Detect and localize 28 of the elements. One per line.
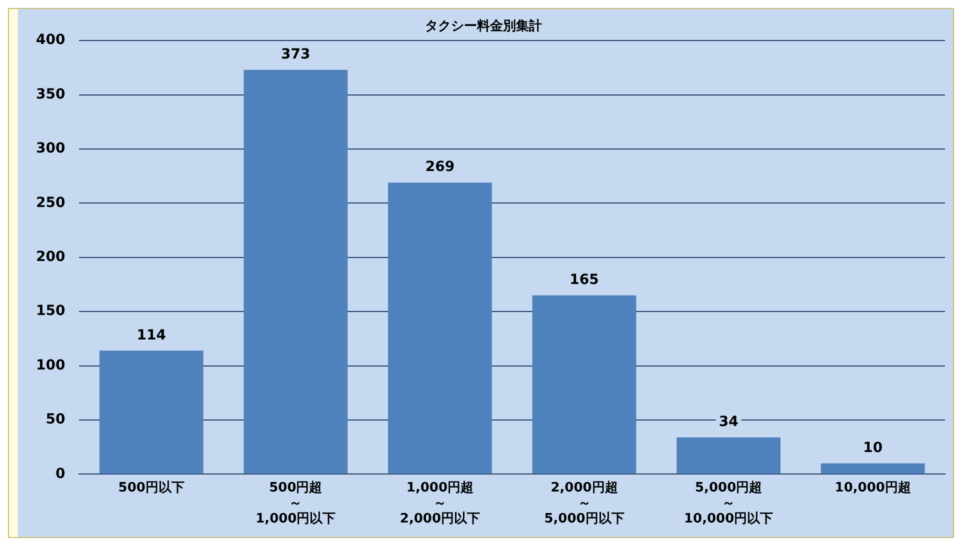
bar [244, 70, 348, 474]
x-tick-label: 10,000円超 [834, 480, 911, 496]
bar [676, 437, 781, 474]
x-tick-label: 2,000円超～5,000円以下 [544, 480, 624, 527]
y-tick-label: 300 [36, 140, 66, 157]
y-tick-label: 250 [36, 194, 66, 211]
x-tick-label: 500円超～1,000円以下 [256, 480, 336, 527]
y-tick-label: 100 [36, 357, 66, 374]
x-tick-label: 5,000円超～10,000円以下 [684, 480, 774, 527]
y-tick-label: 350 [36, 86, 66, 102]
y-tick-label: 0 [55, 466, 66, 482]
x-tick-label: 500円以下 [118, 480, 184, 496]
bar [388, 182, 492, 474]
y-tick-label: 400 [36, 32, 66, 48]
data-label: 165 [570, 272, 599, 288]
bar [532, 295, 636, 474]
x-tick-label: 1,000円超～2,000円以下 [400, 480, 480, 527]
bar [99, 350, 204, 474]
data-label: 114 [136, 327, 166, 344]
data-label: 373 [281, 46, 310, 63]
y-tick-label: 200 [36, 249, 66, 266]
y-tick-label: 50 [46, 412, 66, 428]
y-tick-label: 150 [36, 303, 66, 320]
chart-title: タクシー料金別集計 [425, 18, 542, 34]
data-label: 269 [425, 159, 455, 176]
data-label: 10 [863, 440, 883, 456]
bar [820, 463, 925, 474]
data-label: 34 [718, 414, 739, 430]
